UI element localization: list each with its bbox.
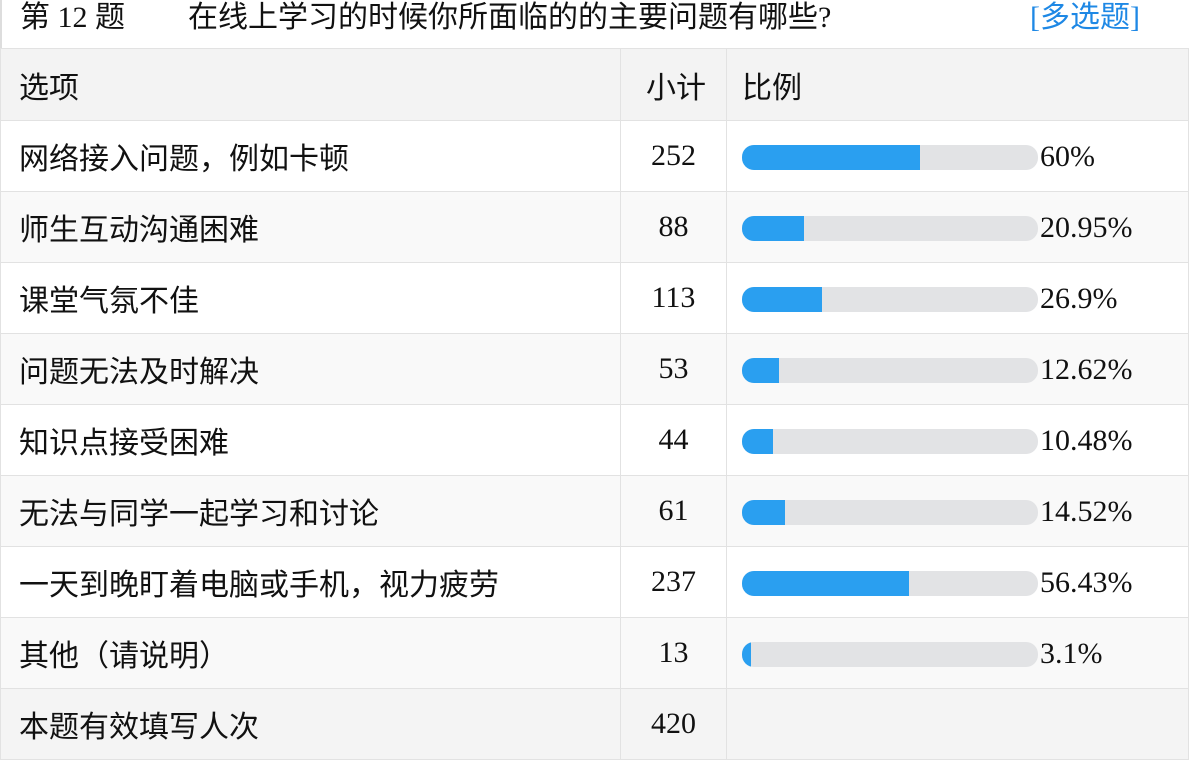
option-label: 其他（请说明） (0, 617, 621, 689)
table-row: 网络接入问题，例如卡顿 252 60% (0, 120, 1189, 192)
header-option: 选项 (0, 48, 621, 121)
percent-cell: 10.48% (726, 404, 1189, 476)
progress-fill (742, 570, 910, 596)
option-label: 问题无法及时解决 (0, 333, 621, 405)
percent-cell: 12.62% (726, 333, 1189, 405)
table-header: 选项 小计 比例 (0, 48, 1189, 121)
header-percent: 比例 (726, 48, 1189, 121)
progress-fill (742, 428, 774, 454)
option-percent: 10.48% (1040, 424, 1133, 458)
question-type-label: [多选题] (1030, 1, 1140, 34)
percent-cell: 3.1% (726, 617, 1189, 689)
percent-cell: 60% (726, 120, 1189, 192)
header-count: 小计 (620, 48, 727, 121)
option-count: 252 (620, 120, 727, 192)
table-row: 无法与同学一起学习和讨论 61 14.52% (0, 475, 1189, 547)
option-label: 师生互动沟通困难 (0, 191, 621, 263)
option-label: 知识点接受困难 (0, 404, 621, 476)
question-title: 第 12 题 在线上学习的时候你所面临的的主要问题有哪些? [多选题] (0, 0, 1189, 48)
option-percent: 26.9% (1040, 282, 1118, 316)
option-percent: 20.95% (1040, 211, 1133, 245)
progress-bar (742, 357, 1038, 383)
option-count: 88 (620, 191, 727, 263)
table-row: 问题无法及时解决 53 12.62% (0, 333, 1189, 405)
option-label: 课堂气氛不佳 (0, 262, 621, 334)
percent-cell: 26.9% (726, 262, 1189, 334)
percent-cell: 14.52% (726, 475, 1189, 547)
option-percent: 14.52% (1040, 495, 1133, 529)
option-label: 无法与同学一起学习和讨论 (0, 475, 621, 547)
option-percent: 56.43% (1040, 566, 1133, 600)
total-count: 420 (620, 688, 727, 760)
percent-cell: 56.43% (726, 546, 1189, 618)
progress-bar (742, 641, 1038, 667)
option-percent: 12.62% (1040, 353, 1133, 387)
option-count: 61 (620, 475, 727, 547)
progress-bar (742, 570, 1038, 596)
total-empty (726, 688, 1189, 760)
progress-bar (742, 144, 1038, 170)
table-row: 知识点接受困难 44 10.48% (0, 404, 1189, 476)
option-label: 一天到晚盯着电脑或手机，视力疲劳 (0, 546, 621, 618)
progress-fill (742, 357, 780, 383)
progress-fill (742, 499, 785, 525)
progress-bar (742, 428, 1038, 454)
results-table: 选项 小计 比例 网络接入问题，例如卡顿 252 60% 师生互动沟通困难 88 20.9… (0, 48, 1189, 760)
option-label: 网络接入问题，例如卡顿 (0, 120, 621, 192)
table-row: 课堂气氛不佳 113 26.9% (0, 262, 1189, 334)
progress-bar (742, 286, 1038, 312)
option-count: 237 (620, 546, 727, 618)
option-percent: 60% (1040, 140, 1095, 174)
progress-fill (742, 144, 920, 170)
table-footer: 本题有效填写人次 420 (0, 688, 1189, 760)
table-row: 其他（请说明） 13 3.1% (0, 617, 1189, 689)
percent-cell: 20.95% (726, 191, 1189, 263)
total-label: 本题有效填写人次 (0, 688, 621, 760)
option-count: 13 (620, 617, 727, 689)
progress-bar (742, 499, 1038, 525)
option-count: 113 (620, 262, 727, 334)
option-percent: 3.1% (1040, 637, 1103, 671)
table-row: 一天到晚盯着电脑或手机，视力疲劳 237 56.43% (0, 546, 1189, 618)
option-count: 53 (620, 333, 727, 405)
question-text: 在线上学习的时候你所面临的的主要问题有哪些? (188, 1, 832, 34)
progress-bar (742, 215, 1038, 241)
progress-fill (742, 641, 752, 667)
progress-fill (742, 215, 804, 241)
question-number: 第 12 题 (20, 1, 125, 34)
table-row: 师生互动沟通困难 88 20.95% (0, 191, 1189, 263)
progress-fill (742, 286, 822, 312)
option-count: 44 (620, 404, 727, 476)
